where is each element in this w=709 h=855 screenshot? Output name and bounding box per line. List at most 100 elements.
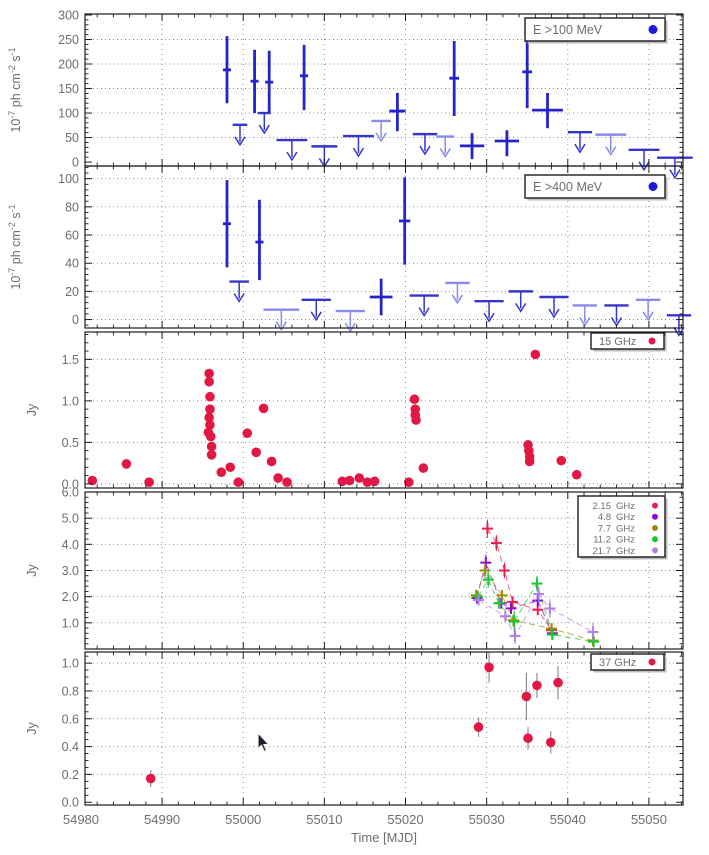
legend-label: GHz <box>616 501 635 512</box>
mouse-cursor-icon <box>257 731 270 753</box>
down-arrow-icon <box>275 321 287 332</box>
y-tick-label: 0.4 <box>62 740 79 754</box>
down-arrow-icon <box>419 145 431 156</box>
flux-dot <box>403 477 414 487</box>
legend-gamma-e100mev: E >100 MeV <box>524 17 668 44</box>
flux-dot <box>523 733 533 744</box>
legend-marker-icon <box>648 182 658 191</box>
series-upper-limits <box>232 111 693 180</box>
legend-box <box>524 174 666 199</box>
legend-label: GHz <box>616 512 635 523</box>
panel-gamma-e400mev: 0 20 40 60 80 100 10-7 ph cm-2 s-1 E >400 MeV <box>7 165 692 337</box>
legend-marker-icon <box>648 25 658 34</box>
down-arrow-icon <box>344 322 356 333</box>
legend-label: E >100 MeV <box>533 23 603 37</box>
flux-dot <box>411 415 421 425</box>
legend-label: 7.7 <box>598 523 611 534</box>
flux-dot <box>144 477 154 487</box>
y-tick-label: 0.0 <box>62 477 79 491</box>
x-axis-title: Time [MJD] <box>351 830 417 845</box>
y-tick-label: 0 <box>72 156 79 170</box>
legend-marker-icon <box>648 337 656 345</box>
down-arrow-icon <box>579 317 591 327</box>
y-tick-label: 150 <box>58 82 79 96</box>
panel-frame <box>84 331 684 489</box>
y-axis-title: Jy <box>25 722 39 735</box>
down-arrow-icon <box>352 147 365 158</box>
flux-dot <box>362 477 373 487</box>
down-arrow-icon <box>483 312 495 323</box>
flux-dot <box>532 680 542 691</box>
legend-marker-icon <box>652 502 658 509</box>
flux-dot <box>204 368 214 379</box>
flux-dot <box>521 691 532 702</box>
down-arrow-icon <box>234 136 246 147</box>
flux-dot <box>556 455 567 466</box>
flux-dot <box>205 420 215 430</box>
down-arrow-icon <box>673 326 685 337</box>
flux-dot <box>266 456 277 467</box>
y-axis-title: 10-7 ph cm-2 s-1 <box>7 204 23 289</box>
x-tick-label: 54980 <box>63 812 99 827</box>
flux-dot <box>337 476 348 487</box>
panel-radio-37ghz: 0.0 0.2 0.4 0.6 0.8 1.0 Jy 37 GHz <box>25 651 684 810</box>
flux-dot <box>344 475 355 486</box>
down-arrow-icon <box>548 308 560 319</box>
y-tick-label: 200 <box>58 58 79 72</box>
flux-dot <box>204 412 214 423</box>
y-tick-label: 4.0 <box>62 538 79 552</box>
legend-label: GHz <box>616 546 635 557</box>
flux-dot <box>418 463 429 473</box>
legend-marker-icon <box>652 525 658 531</box>
x-tick-label: 55040 <box>550 812 586 827</box>
legend-marker-icon <box>652 547 658 554</box>
flux-dot <box>216 467 227 478</box>
y-tick-label: 1.0 <box>62 394 79 408</box>
legend-box <box>577 495 666 558</box>
series-upper-limits <box>229 280 692 337</box>
y-tick-label: 0 <box>72 313 79 327</box>
x-axis: 54980 54990 55000 55010 55020 55030 55040 55050… <box>63 812 667 845</box>
flux-dot <box>205 431 216 442</box>
flux-dot <box>225 462 236 473</box>
y-tick-label: 250 <box>58 33 79 47</box>
y-tick-label: 20 <box>65 285 79 299</box>
x-tick-label: 55000 <box>225 812 261 827</box>
x-tick-label: 55020 <box>387 812 423 827</box>
y-axis-title: 10-7 ph cm-2 s-1 <box>7 47 23 132</box>
flux-dot <box>369 476 380 487</box>
legend-marker-icon <box>648 658 656 666</box>
y-tick-label: 0.5 <box>62 436 79 450</box>
y-tick-label: 0.0 <box>62 796 79 810</box>
flux-dot <box>233 477 244 487</box>
flux-dot <box>258 403 269 414</box>
flux-dot <box>354 473 365 483</box>
legend-box <box>590 332 665 350</box>
y-tick-label: 1.0 <box>62 657 79 671</box>
y-tick-label: 60 <box>65 229 79 243</box>
legend-radio-37ghz: 37 GHz <box>590 653 667 673</box>
flux-dot <box>545 737 556 748</box>
y-axis-title: Jy <box>25 564 39 577</box>
flux-dot <box>473 722 484 732</box>
down-arrow-icon <box>310 311 322 322</box>
down-arrow-icon <box>233 293 245 303</box>
flux-dot <box>204 376 214 387</box>
x-tick-label: 55030 <box>469 812 505 827</box>
flux-dot <box>524 456 535 467</box>
down-arrow-icon <box>669 169 681 180</box>
flux-dot <box>206 450 217 460</box>
series-detections <box>222 177 411 316</box>
flux-dot <box>145 773 156 784</box>
series-flux-density <box>145 652 563 787</box>
x-tick-label: 54990 <box>144 812 180 827</box>
down-arrow-icon <box>642 311 654 322</box>
flux-dot <box>571 469 582 480</box>
flux-dot <box>282 477 292 487</box>
legend-box <box>524 17 666 42</box>
flux-dot <box>121 459 132 469</box>
y-tick-label: 5.0 <box>62 512 79 526</box>
flux-dot <box>530 349 541 360</box>
